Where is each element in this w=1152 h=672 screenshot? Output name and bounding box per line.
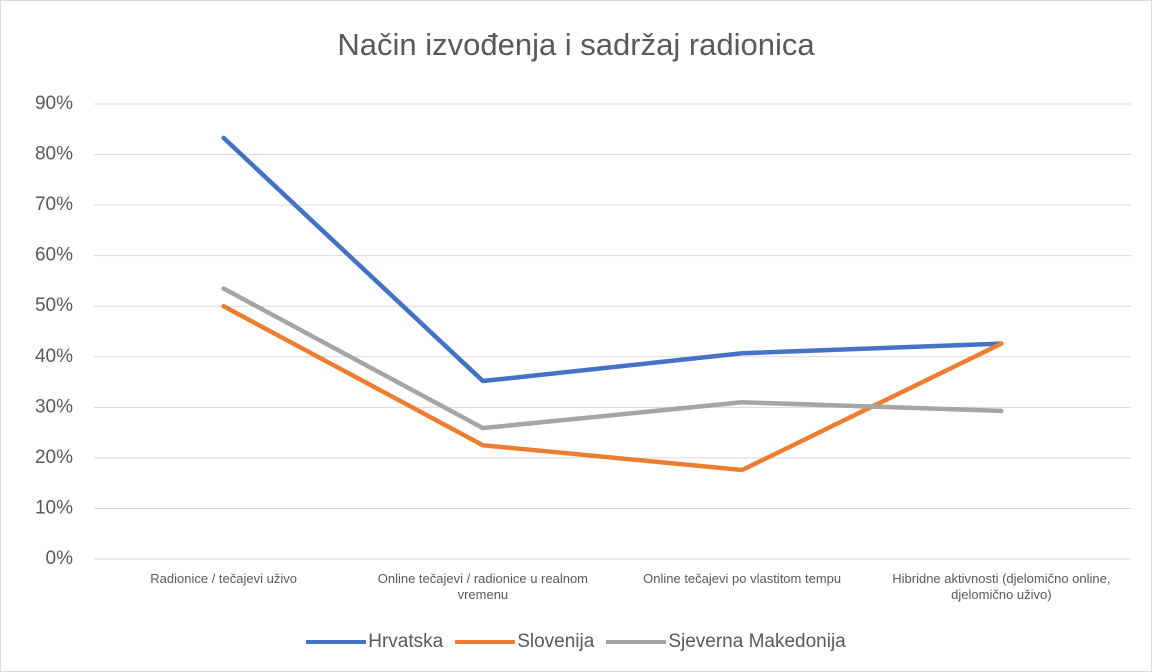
legend-item: Hrvatska [306, 631, 443, 653]
x-tick-label: Online tečajevi po vlastitom tempu [643, 571, 842, 586]
y-tick-label: 40% [35, 346, 73, 367]
series-line [221, 303, 1004, 473]
y-tick-label: 20% [35, 447, 73, 468]
legend: Hrvatska Slovenija Sjeverna Makedonija [1, 631, 1151, 653]
legend-swatch [306, 640, 367, 644]
legend-label: Sjeverna Makedonija [668, 631, 846, 652]
y-tick-label: 80% [35, 144, 73, 165]
legend-label: Hrvatska [368, 631, 444, 652]
y-tick-label: 0% [46, 548, 74, 569]
y-tick-label: 60% [35, 245, 73, 266]
y-tick-label: 50% [35, 295, 73, 316]
series-line [221, 135, 1004, 384]
y-tick-label: 10% [35, 497, 73, 518]
legend-item: Slovenija [455, 631, 594, 653]
x-tick-label: Radionice / tečajevi uživo [150, 571, 297, 586]
legend-swatch [606, 640, 667, 644]
series-line [221, 286, 1004, 431]
legend-item: Sjeverna Makedonija [606, 631, 846, 653]
chart-title: Način izvođenja i sadržaj radionica [337, 27, 815, 62]
x-tick-label: Hibridne aktivnosti (djelomično online, … [892, 571, 1111, 602]
y-tick-label: 90% [35, 93, 73, 114]
x-tick-label: Online tečajevi / radionice u realnom vr… [377, 571, 589, 602]
legend-label: Slovenija [517, 631, 595, 652]
y-tick-label: 30% [35, 396, 73, 417]
legend-swatch [455, 640, 516, 644]
y-tick-label: 70% [35, 194, 73, 215]
